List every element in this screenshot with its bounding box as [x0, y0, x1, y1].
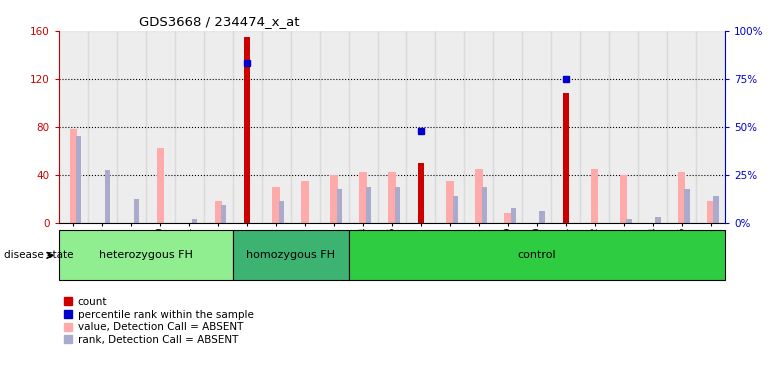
Bar: [117, 31, 146, 223]
Bar: [418, 163, 424, 223]
Bar: [105, 170, 110, 223]
Text: homozygous FH: homozygous FH: [246, 250, 335, 260]
Bar: [464, 31, 493, 223]
Bar: [684, 189, 690, 223]
Bar: [349, 31, 378, 223]
Bar: [70, 129, 77, 223]
Bar: [134, 199, 139, 223]
Bar: [244, 37, 250, 223]
Bar: [175, 31, 204, 223]
Bar: [215, 201, 222, 223]
Bar: [394, 187, 400, 223]
Bar: [302, 181, 309, 223]
Bar: [475, 169, 482, 223]
Bar: [88, 31, 117, 223]
Bar: [655, 217, 661, 223]
Text: disease state: disease state: [4, 250, 74, 260]
Bar: [291, 31, 320, 223]
Bar: [59, 230, 233, 280]
Bar: [493, 31, 522, 223]
Bar: [262, 31, 291, 223]
Text: heterozygous FH: heterozygous FH: [99, 250, 193, 260]
Bar: [192, 219, 197, 223]
Bar: [233, 31, 262, 223]
Bar: [609, 31, 638, 223]
Bar: [388, 172, 396, 223]
Bar: [707, 201, 714, 223]
Bar: [591, 169, 598, 223]
Bar: [157, 148, 164, 223]
Bar: [233, 230, 349, 280]
Bar: [359, 172, 367, 223]
Bar: [378, 31, 406, 223]
Text: control: control: [517, 250, 556, 260]
Bar: [539, 211, 545, 223]
Bar: [204, 31, 233, 223]
Bar: [146, 31, 175, 223]
Bar: [620, 175, 627, 223]
Bar: [667, 31, 696, 223]
Bar: [435, 31, 464, 223]
Bar: [563, 93, 569, 223]
Bar: [638, 31, 667, 223]
Bar: [696, 31, 725, 223]
Bar: [678, 172, 685, 223]
Text: GDS3668 / 234474_x_at: GDS3668 / 234474_x_at: [139, 15, 299, 28]
Bar: [273, 187, 280, 223]
Bar: [406, 31, 435, 223]
Bar: [320, 31, 349, 223]
Bar: [330, 175, 338, 223]
Bar: [626, 219, 632, 223]
Bar: [481, 187, 487, 223]
Bar: [349, 230, 725, 280]
Bar: [221, 205, 226, 223]
Bar: [59, 31, 88, 223]
Bar: [336, 189, 342, 223]
Bar: [713, 196, 718, 223]
Bar: [452, 196, 458, 223]
Bar: [522, 31, 551, 223]
Bar: [510, 208, 516, 223]
Bar: [365, 187, 371, 223]
Bar: [76, 136, 81, 223]
Bar: [446, 181, 454, 223]
Bar: [580, 31, 609, 223]
Bar: [279, 201, 284, 223]
Legend: count, percentile rank within the sample, value, Detection Call = ABSENT, rank, : count, percentile rank within the sample…: [64, 297, 253, 345]
Bar: [504, 213, 511, 223]
Bar: [551, 31, 580, 223]
